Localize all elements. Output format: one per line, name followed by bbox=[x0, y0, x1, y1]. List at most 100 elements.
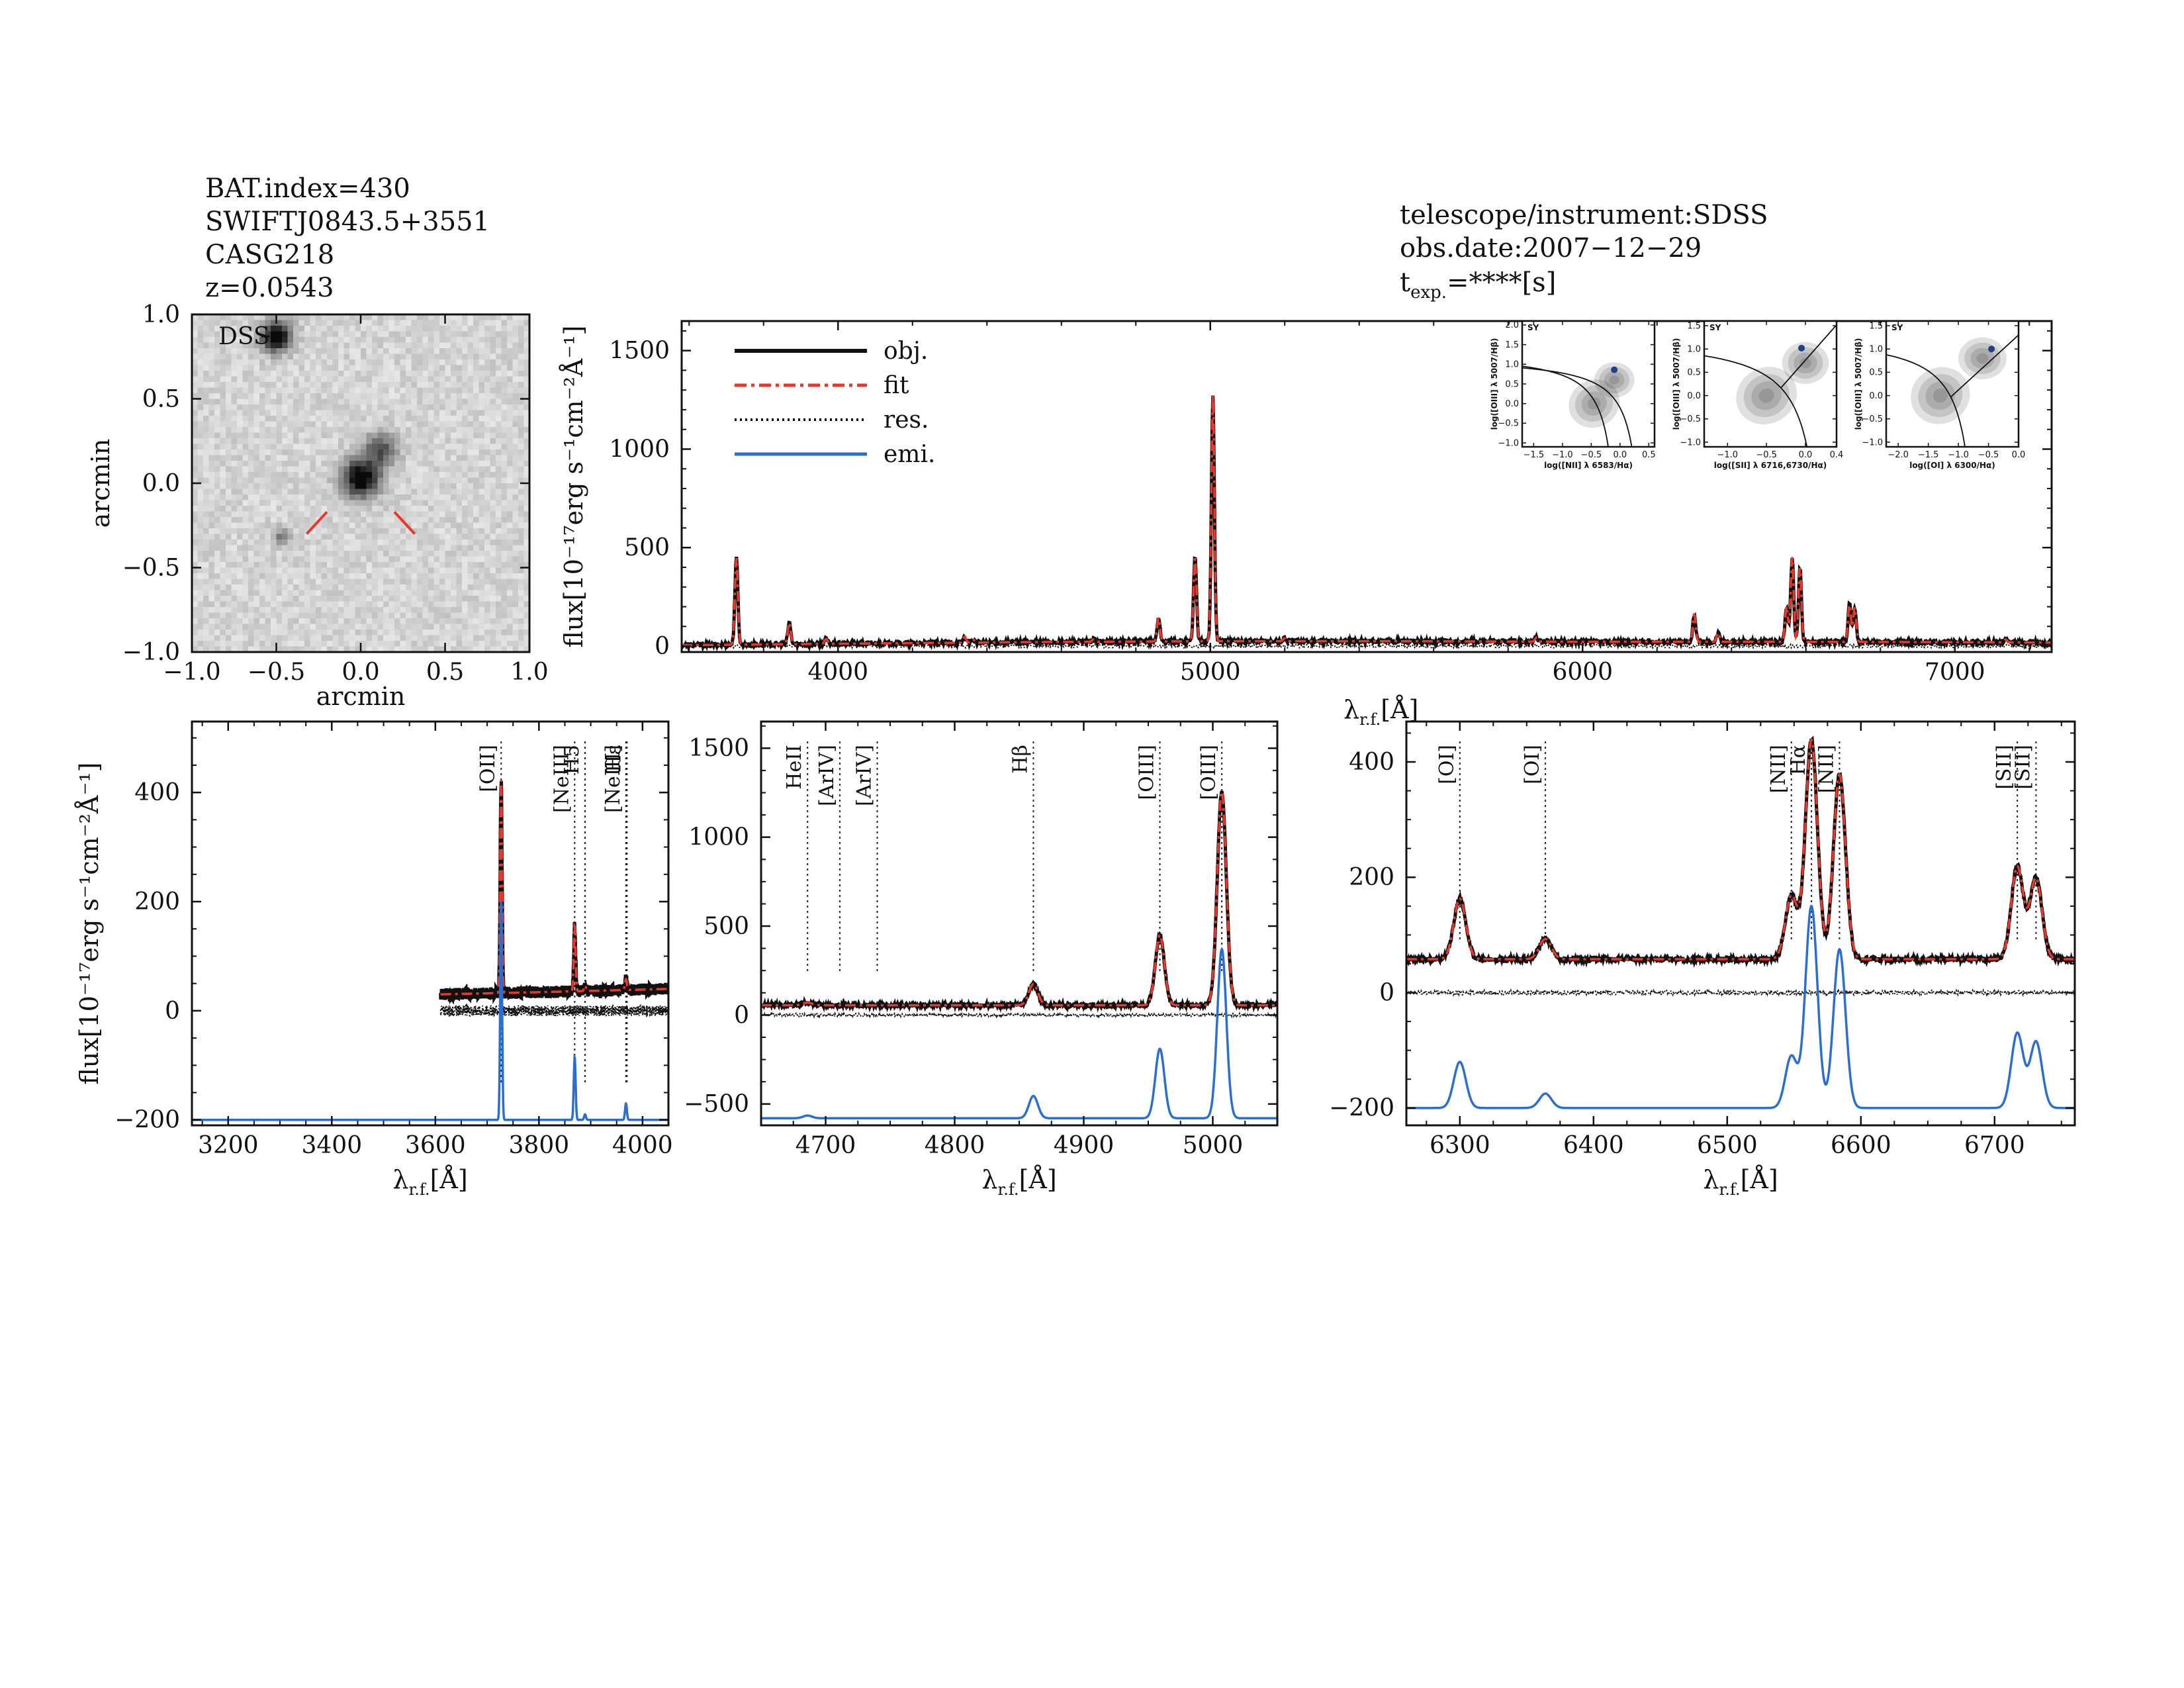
image-pixel bbox=[496, 376, 502, 383]
image-pixel bbox=[518, 432, 525, 439]
image-pixel bbox=[439, 314, 446, 321]
image-pixel bbox=[490, 635, 496, 641]
image-pixel bbox=[490, 432, 496, 439]
image-pixel bbox=[478, 438, 485, 445]
image-pixel bbox=[388, 579, 395, 585]
image-pixel bbox=[237, 522, 244, 529]
image-pixel bbox=[282, 585, 289, 591]
image-pixel bbox=[439, 596, 446, 602]
image-pixel bbox=[361, 376, 367, 383]
image-pixel bbox=[383, 455, 390, 461]
image-pixel bbox=[484, 494, 491, 501]
image-pixel bbox=[349, 444, 356, 450]
image-pixel bbox=[411, 477, 418, 484]
image-pixel bbox=[422, 438, 429, 445]
image-pixel bbox=[417, 461, 424, 467]
image-pixel bbox=[484, 348, 491, 355]
image-pixel bbox=[349, 562, 356, 569]
plot-frame bbox=[680, 320, 2053, 653]
image-pixel bbox=[406, 342, 412, 349]
image-pixel bbox=[343, 500, 350, 506]
image-pixel bbox=[478, 477, 485, 484]
image-pixel bbox=[203, 596, 210, 602]
image-pixel bbox=[400, 404, 406, 411]
image-pixel bbox=[203, 387, 210, 394]
image-pixel bbox=[310, 624, 316, 630]
image-pixel bbox=[338, 432, 345, 439]
image-pixel bbox=[321, 630, 328, 636]
image-pixel bbox=[501, 494, 508, 501]
image-pixel bbox=[383, 421, 390, 428]
image-pixel bbox=[478, 618, 485, 625]
image-pixel bbox=[259, 466, 266, 473]
image-pixel bbox=[276, 596, 283, 602]
image-pixel bbox=[518, 494, 525, 501]
image-pixel bbox=[349, 585, 356, 591]
image-pixel bbox=[456, 421, 463, 428]
image-pixel bbox=[433, 551, 440, 557]
image-pixel bbox=[406, 365, 412, 371]
image-pixel bbox=[372, 449, 379, 456]
image-pixel bbox=[248, 382, 255, 389]
image-pixel bbox=[276, 646, 283, 652]
image-pixel bbox=[349, 517, 356, 524]
image-pixel bbox=[203, 534, 210, 540]
image-pixel bbox=[316, 511, 322, 518]
image-pixel bbox=[265, 449, 271, 456]
image-pixel bbox=[518, 455, 525, 461]
image-pixel bbox=[406, 483, 412, 490]
image-pixel bbox=[366, 517, 373, 524]
image-pixel bbox=[433, 539, 440, 546]
image-pixel bbox=[501, 607, 508, 614]
image-pixel bbox=[445, 506, 451, 512]
image-pixel bbox=[490, 596, 496, 602]
image-pixel bbox=[338, 461, 345, 467]
image-pixel bbox=[496, 466, 502, 473]
image-pixel bbox=[456, 539, 463, 546]
image-pixel bbox=[208, 494, 215, 501]
image-pixel bbox=[214, 545, 221, 551]
image-pixel bbox=[287, 353, 294, 360]
image-pixel bbox=[422, 348, 429, 355]
image-pixel bbox=[242, 387, 249, 394]
image-pixel bbox=[411, 596, 418, 602]
image-pixel bbox=[422, 630, 429, 636]
image-pixel bbox=[343, 449, 350, 456]
image-pixel bbox=[332, 404, 339, 411]
image-pixel bbox=[456, 387, 463, 394]
image-pixel bbox=[478, 506, 485, 512]
image-pixel bbox=[484, 382, 491, 389]
image-pixel bbox=[451, 472, 457, 479]
image-pixel bbox=[276, 477, 283, 484]
image-pixel bbox=[400, 466, 406, 473]
image-pixel bbox=[478, 500, 485, 506]
image-pixel bbox=[372, 556, 379, 563]
image-pixel bbox=[400, 432, 406, 439]
image-pixel bbox=[428, 618, 435, 625]
image-pixel bbox=[417, 506, 424, 512]
image-pixel bbox=[327, 337, 334, 344]
image-pixel bbox=[518, 359, 525, 366]
image-pixel bbox=[394, 410, 401, 416]
image-pixel bbox=[445, 489, 451, 495]
image-pixel bbox=[523, 612, 529, 619]
image-pixel bbox=[467, 455, 474, 461]
image-pixel bbox=[366, 646, 373, 652]
image-pixel bbox=[451, 342, 457, 349]
image-pixel bbox=[388, 522, 395, 529]
image-pixel bbox=[321, 545, 328, 551]
image-pixel bbox=[428, 489, 435, 495]
image-pixel bbox=[388, 382, 395, 389]
image-pixel bbox=[478, 534, 485, 540]
image-pixel bbox=[445, 641, 451, 647]
image-pixel bbox=[310, 494, 316, 501]
class-tag: SY bbox=[1891, 323, 1903, 332]
fit-series bbox=[1406, 738, 2075, 961]
image-pixel bbox=[462, 585, 469, 591]
image-pixel bbox=[433, 410, 440, 416]
image-pixel bbox=[304, 567, 311, 574]
image-pixel bbox=[298, 601, 305, 608]
image-pixel bbox=[220, 387, 226, 394]
image-pixel bbox=[226, 432, 232, 439]
